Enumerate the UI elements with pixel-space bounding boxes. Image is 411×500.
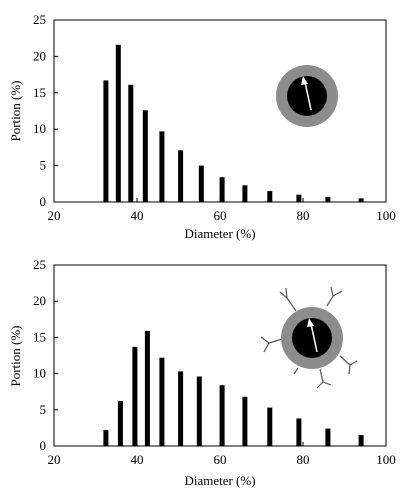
bar bbox=[103, 80, 109, 202]
y-tick-label: 15 bbox=[33, 85, 46, 100]
bar bbox=[142, 110, 148, 202]
x-tick-label: 40 bbox=[131, 208, 144, 223]
x-tick-label: 20 bbox=[48, 452, 61, 467]
bar bbox=[115, 44, 121, 202]
x-tick-label: 80 bbox=[297, 452, 310, 467]
x-tick-label: 100 bbox=[376, 208, 396, 223]
bar-series bbox=[103, 330, 364, 446]
bar bbox=[267, 191, 273, 202]
y-ticks: 0 5 10 15 20 25 bbox=[33, 257, 58, 453]
x-tick-label: 60 bbox=[214, 452, 227, 467]
bar-series bbox=[103, 44, 364, 202]
particle-bare-icon bbox=[276, 65, 338, 127]
bar bbox=[159, 357, 165, 446]
y-tick-label: 0 bbox=[40, 438, 47, 453]
bar bbox=[159, 131, 165, 202]
bar bbox=[219, 385, 225, 446]
bar bbox=[219, 177, 225, 202]
y-tick-label: 15 bbox=[33, 329, 46, 344]
bar bbox=[358, 198, 364, 202]
bar bbox=[296, 194, 302, 202]
bar bbox=[178, 150, 184, 202]
bar bbox=[128, 84, 134, 202]
y-tick-label: 25 bbox=[33, 12, 46, 27]
y-tick-label: 20 bbox=[33, 48, 46, 63]
bar bbox=[267, 407, 273, 446]
bar bbox=[196, 376, 202, 446]
bar bbox=[242, 396, 248, 446]
y-tick-label: 0 bbox=[40, 194, 47, 209]
y-tick-label: 10 bbox=[33, 366, 46, 381]
bar bbox=[325, 196, 331, 202]
bar bbox=[117, 401, 123, 446]
y-tick-label: 20 bbox=[33, 293, 46, 308]
x-axis-title: Diameter (%) bbox=[184, 473, 255, 488]
y-tick-label: 25 bbox=[33, 257, 46, 272]
x-axis-title: Diameter (%) bbox=[184, 226, 255, 241]
y-tick-label: 5 bbox=[40, 158, 47, 173]
bar bbox=[296, 418, 302, 446]
x-ticks: 20 40 60 80 100 bbox=[48, 198, 396, 223]
bar bbox=[103, 430, 109, 446]
y-axis-title: Portion (%) bbox=[8, 325, 23, 386]
bar bbox=[178, 371, 184, 446]
x-tick-label: 20 bbox=[48, 208, 61, 223]
bar bbox=[325, 428, 331, 446]
bar bbox=[198, 165, 204, 202]
chart-panel-bottom: 20 40 60 80 100 0 5 10 15 20 25 Diameter (%) Port… bbox=[8, 257, 396, 488]
x-tick-label: 100 bbox=[376, 452, 396, 467]
y-tick-label: 10 bbox=[33, 121, 46, 136]
bar bbox=[132, 346, 138, 446]
particle-grafted-icon bbox=[260, 286, 358, 389]
y-ticks: 0 5 10 15 20 25 bbox=[33, 12, 58, 209]
bar bbox=[358, 435, 364, 446]
chart-panel-top: 20 40 60 80 100 0 5 10 15 20 25 Diameter (%) Port… bbox=[8, 12, 396, 241]
x-tick-label: 60 bbox=[214, 208, 227, 223]
x-tick-label: 80 bbox=[297, 208, 310, 223]
x-ticks: 20 40 60 80 100 bbox=[48, 442, 396, 467]
y-axis-title: Portion (%) bbox=[8, 80, 23, 141]
bar bbox=[242, 185, 248, 202]
bar bbox=[144, 330, 150, 446]
y-tick-label: 5 bbox=[40, 402, 47, 417]
x-tick-label: 40 bbox=[131, 452, 144, 467]
